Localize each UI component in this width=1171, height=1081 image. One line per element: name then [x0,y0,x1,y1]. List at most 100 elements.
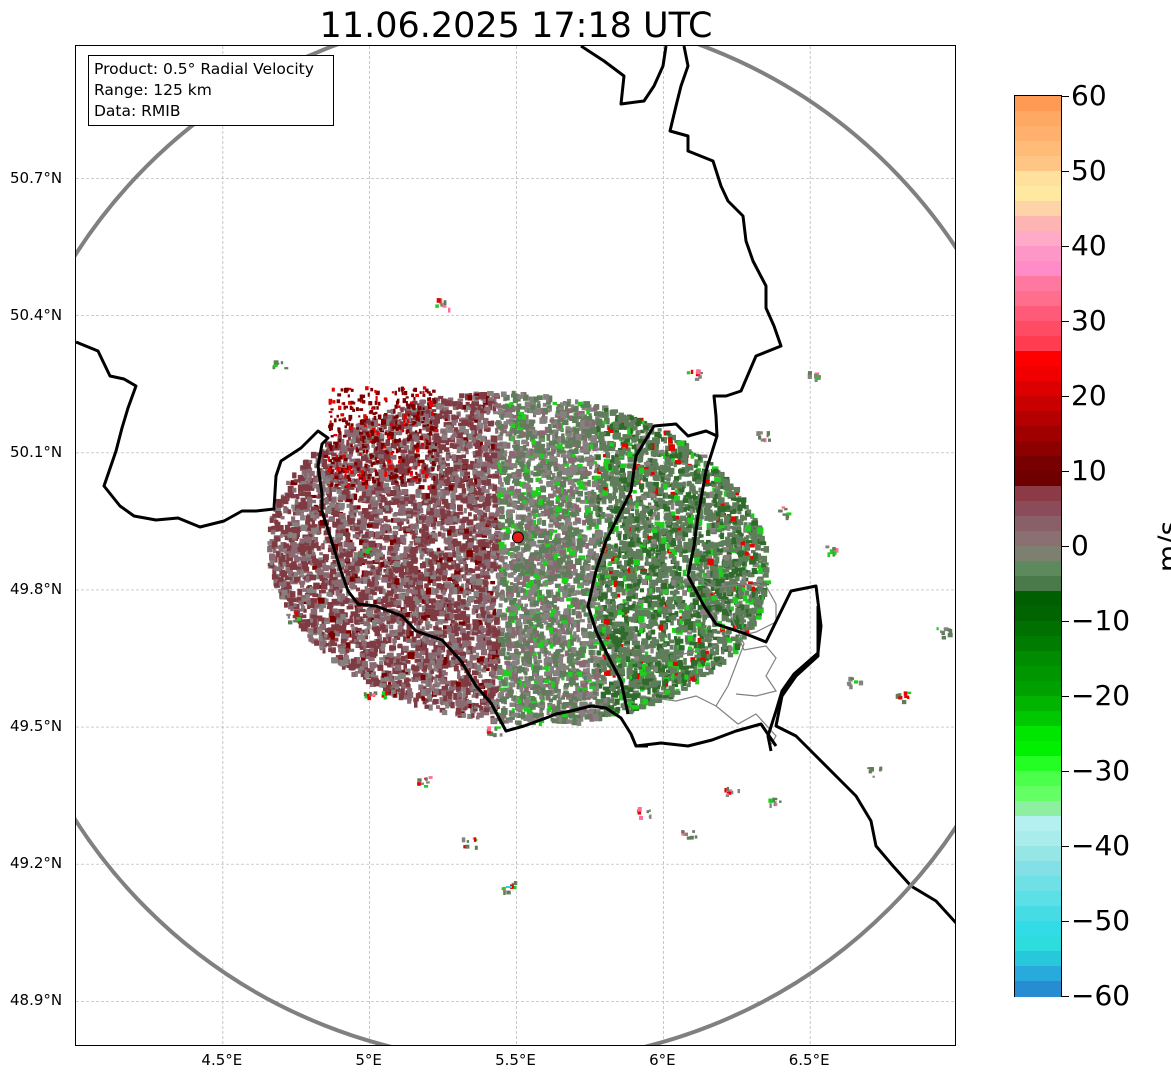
echo-cell [601,614,609,619]
echo-cell [589,407,594,412]
echo-cell [710,469,716,473]
echo-cell [477,671,482,676]
echo-cell [680,648,685,655]
echo-cell [289,572,297,576]
echo-cell [515,618,521,625]
echo-cell [530,532,538,536]
echo-cell [595,609,602,613]
echo-cell [392,534,398,542]
echo-cell [638,646,645,653]
echo-cell [662,671,668,676]
echo-cell [583,401,591,408]
echo-cell [403,444,409,450]
echo-cell [507,520,515,528]
echo-cell [509,716,515,721]
echo-cell [523,464,527,469]
echo-cell [397,537,403,544]
echo-cell [392,575,398,580]
map-title: 11.06.2025 17:18 UTC [319,6,713,46]
echo-cell [576,540,583,548]
echo-cell [355,643,359,648]
echo-cell [352,510,357,517]
echo-cell [415,654,421,659]
echo-cell [462,675,466,681]
echo-cell [416,627,421,632]
echo-cell [290,603,297,607]
echo-cell [421,492,427,500]
echo-cell [609,614,616,621]
echo-cell [443,700,449,705]
echo-cell [507,689,514,694]
echo-cell [461,603,469,607]
echo-cell [553,481,560,487]
echo-cell [443,422,450,427]
echo-cell [735,567,742,572]
echo-cell [692,659,699,664]
echo-cell [665,606,672,613]
echo-cell [513,676,518,684]
echo-cell [551,529,558,533]
echo-cell [274,521,281,529]
echo-cell [550,445,557,453]
echo-cell [392,642,396,646]
echo-cell [715,588,722,594]
echo-cell [422,412,427,417]
echo-cell [287,595,292,602]
echo-cell [624,606,630,614]
echo-cell [465,414,471,420]
echo-cell [403,604,407,610]
echo-cell [692,452,696,457]
echo-cell [677,618,682,626]
echo-cell [384,592,389,597]
echo-cell [752,582,758,586]
echo-cell [457,504,462,511]
echo-cell [270,530,276,535]
radar-map[interactable] [75,45,956,1046]
echo-cell [594,641,599,645]
echo-cell [559,654,565,658]
echo-cell [617,688,623,696]
echo-cell [379,543,383,551]
echo-cell [386,556,394,560]
echo-cell [509,627,516,634]
echo-cell [452,519,458,525]
echo-cell [618,513,624,520]
echo-cell [565,430,571,434]
echo-cell [616,420,624,426]
echo-cell [496,575,501,580]
echo-cell [373,508,378,516]
echo-cell [732,558,738,565]
echo-cell [619,540,624,546]
echo-cell [535,671,540,679]
echo-cell [467,588,475,592]
echo-cell [466,519,474,526]
echo-cell [430,520,436,527]
echo-cell [540,504,546,509]
echo-cell [703,671,710,676]
echo-cell [288,604,293,610]
echo-cell [531,519,536,527]
echo-cell [596,432,601,437]
echo-cell [378,679,384,685]
echo-cell [634,660,640,667]
echo-cell [503,655,508,660]
echo-cell [514,610,519,615]
echo-cell [661,634,668,638]
echo-cell [404,463,410,467]
echo-cell [400,651,404,655]
echo-cell [506,502,511,507]
echo-cell [320,500,328,505]
echo-cell [546,674,550,681]
echo-cell [549,554,557,560]
echo-cell [639,588,645,593]
echo-cell [461,583,465,591]
echo-cell [598,632,606,639]
echo-cell [340,634,348,641]
echo-cell [563,514,571,521]
echo-cell [426,501,431,509]
echo-cell [632,490,637,494]
echo-cell [577,605,585,610]
echo-cell [727,483,734,489]
echo-cell [515,528,520,534]
echo-cell [502,450,508,457]
